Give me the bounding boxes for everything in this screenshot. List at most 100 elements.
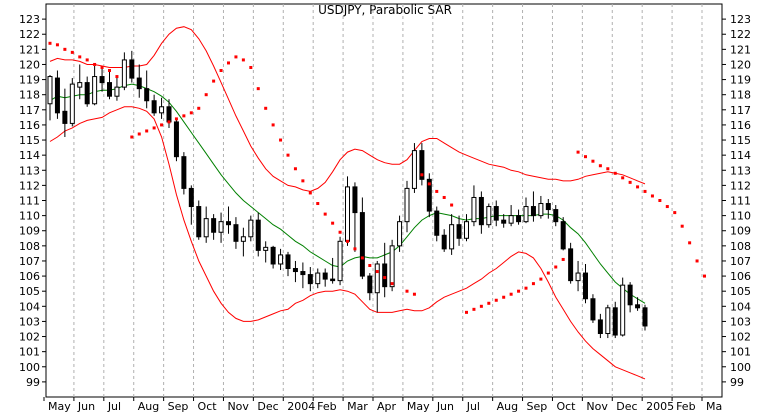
candle-body <box>285 254 291 270</box>
candle <box>173 118 179 162</box>
candle-body <box>642 307 648 327</box>
sar-dot <box>502 295 506 299</box>
y-tick-label: 109 <box>19 225 40 238</box>
x-tick-label: Jun <box>436 400 454 412</box>
sar-dot <box>650 194 654 198</box>
candle <box>114 76 120 101</box>
sar-dot <box>487 301 491 305</box>
x-tick-label: Mar <box>347 400 368 412</box>
sar-dot <box>346 239 349 243</box>
y-tick-label: 111 <box>730 195 751 208</box>
y-tick-label: 107 <box>730 255 751 268</box>
candle-body <box>352 186 358 214</box>
candle-body <box>330 278 336 282</box>
sar-dot <box>331 221 335 225</box>
candle-body <box>434 210 440 236</box>
candle-body <box>292 268 298 273</box>
sar-dot <box>465 310 468 314</box>
sar-dot <box>323 212 327 216</box>
y-axis-left: 99 100 101 102 103 104 105 106 107 108 109 110 111 11… <box>19 13 46 389</box>
candle-body <box>478 196 484 226</box>
candle <box>352 182 358 252</box>
candle-body <box>501 219 507 224</box>
y-tick-label: 123 <box>730 13 751 26</box>
candle-body <box>173 121 179 158</box>
sar-dot <box>427 182 431 186</box>
candle <box>627 282 633 313</box>
y-tick-label: 116 <box>730 119 751 132</box>
sar-dot <box>576 150 580 154</box>
candle <box>226 206 231 234</box>
candle-body <box>345 186 350 242</box>
x-tick-label: Ma <box>706 400 722 412</box>
candle <box>285 251 291 277</box>
candle <box>159 97 165 119</box>
candle <box>136 64 142 98</box>
y-tick-label: 100 <box>730 361 751 374</box>
candle-body <box>278 254 284 265</box>
sar-dot <box>450 203 454 207</box>
x-tick-label: Oct <box>198 400 218 412</box>
y-tick-label: 99 <box>26 376 40 389</box>
candle-body <box>553 209 559 223</box>
candle <box>382 242 388 298</box>
sar-dot <box>621 176 625 180</box>
candle <box>523 197 529 224</box>
sar-dot <box>412 292 416 296</box>
candle <box>560 217 566 251</box>
y-tick-label: 120 <box>730 58 751 71</box>
candle <box>486 203 492 228</box>
sar-dot <box>524 286 528 290</box>
candle <box>69 78 75 127</box>
sar-dot <box>137 132 141 136</box>
sar-dot <box>517 289 521 293</box>
x-tick-label: Jul <box>466 400 480 412</box>
sar-dot <box>598 164 602 168</box>
sar-dot <box>442 195 446 199</box>
sar-dot <box>264 106 268 110</box>
candle <box>188 185 194 225</box>
candle <box>121 52 127 91</box>
candle-body <box>605 307 611 335</box>
y-tick-label: 105 <box>19 285 40 298</box>
candle-body <box>166 106 172 123</box>
candle <box>151 94 157 116</box>
candle <box>62 88 68 138</box>
candle-body <box>121 59 127 88</box>
y-tick-label: 106 <box>19 270 40 283</box>
candle <box>538 195 544 219</box>
sar-dot <box>561 257 565 261</box>
candle-body <box>449 224 455 250</box>
y-tick-label: 115 <box>730 134 751 147</box>
candle-body <box>322 272 328 280</box>
candle-body <box>270 246 276 265</box>
sar-dot <box>152 126 156 130</box>
candle <box>441 229 447 252</box>
sar-dot <box>673 211 677 215</box>
candle <box>337 236 343 286</box>
sar-dot <box>531 282 535 286</box>
sar-dot <box>160 123 164 127</box>
candle <box>605 304 611 339</box>
sar-dot <box>658 199 662 202</box>
y-tick-label: 115 <box>19 134 40 147</box>
y-tick-label: 119 <box>730 74 751 87</box>
candle-body <box>211 218 217 233</box>
candle-body <box>404 187 410 223</box>
sar-dot <box>219 69 223 73</box>
candle <box>211 214 217 240</box>
x-tick-label: Sep <box>527 400 548 412</box>
y-tick-label: 120 <box>19 58 40 71</box>
y-tick-label: 104 <box>19 300 40 313</box>
x-tick-label: Nov <box>586 400 608 412</box>
sar-dot <box>703 274 706 278</box>
candle <box>464 214 469 242</box>
candle <box>144 70 150 109</box>
y-tick-label: 121 <box>19 43 40 56</box>
y-tick-label: 109 <box>730 225 751 238</box>
candle <box>478 191 484 234</box>
candle-body <box>233 224 239 242</box>
bollinger-lower-line <box>49 106 646 380</box>
y-tick-label: 117 <box>19 104 40 117</box>
sar-dot <box>100 65 104 69</box>
